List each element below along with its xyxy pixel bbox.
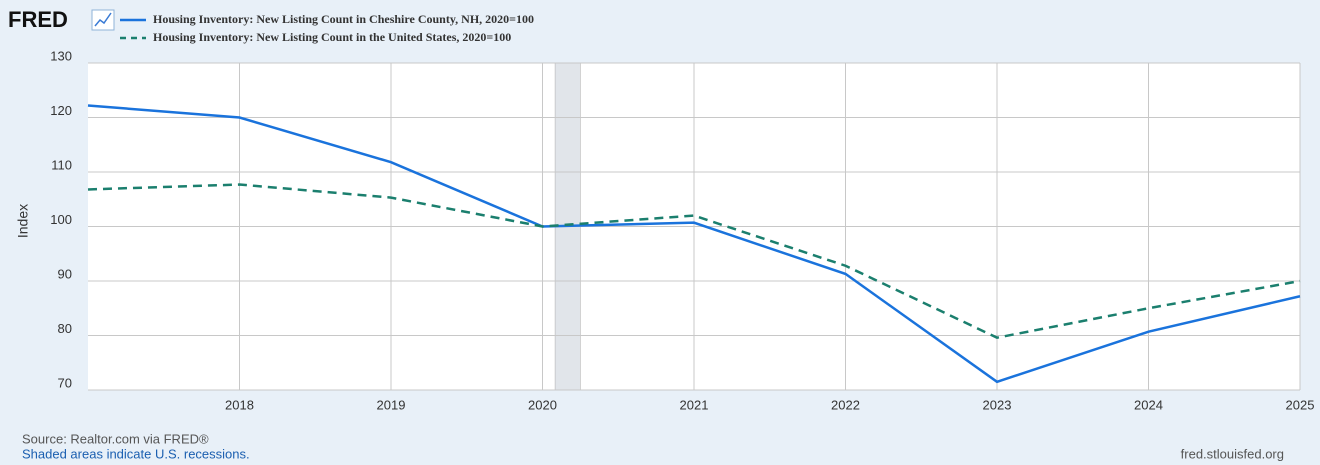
y-tick-label: 110 [51,157,72,172]
x-tick-label: 2020 [528,397,557,412]
x-tick-label: 2018 [225,397,254,412]
y-tick-label: 100 [50,212,72,227]
series-line [87,183,1301,339]
x-tick-label: 2023 [983,397,1012,412]
x-tick-label: 2022 [831,397,860,412]
series-line [87,104,1301,384]
x-tick-label: 2024 [1134,397,1163,412]
logo-icon [91,9,115,31]
y-tick-label: 70 [58,375,72,390]
x-tick-label: 2019 [377,397,406,412]
legend-label: Housing Inventory: New Listing Count in … [153,30,511,44]
site: fred.stlouisfed.org [1181,446,1284,461]
note: Shaded areas indicate U.S. recessions. [22,446,250,461]
legend-label: Housing Inventory: New Listing Count in … [153,12,534,26]
y-tick-label: 120 [50,103,72,118]
x-tick-label: 2025 [1286,397,1315,412]
y-tick-label: 80 [58,321,72,336]
y-tick-label: 90 [58,266,72,281]
x-tick-label: 2021 [680,397,709,412]
source: Source: Realtor.com via FRED® [22,431,209,446]
y-tick-label: 130 [50,48,72,63]
logo: FRED [8,7,68,32]
y-axis-label: Index [15,204,31,238]
